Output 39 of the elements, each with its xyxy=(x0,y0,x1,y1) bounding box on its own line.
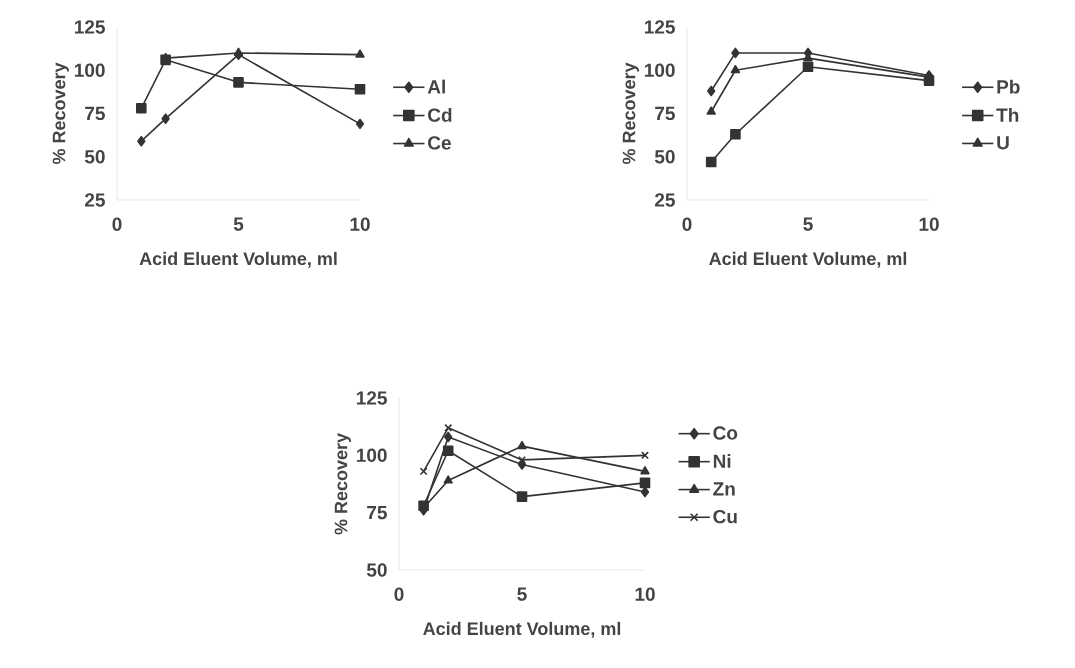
legend-label: Ni xyxy=(713,454,731,468)
x-tick-label: 10 xyxy=(635,587,655,601)
x-axis-title: Acid Eluent Volume, ml xyxy=(423,621,621,638)
legend-label: Th xyxy=(996,107,1019,122)
x-axis-title: Acid Eluent Volume, ml xyxy=(709,251,907,268)
x-tick-label: 5 xyxy=(517,587,527,601)
y-tick-label: 50 xyxy=(84,150,105,164)
x-tick-label: 0 xyxy=(112,217,122,231)
y-tick-label: 100 xyxy=(74,63,105,77)
y-axis-title: % Recovery xyxy=(52,62,69,165)
legend-label: Pb xyxy=(997,79,1020,94)
y-tick-label: 50 xyxy=(654,150,675,164)
y-tick-label: 125 xyxy=(74,20,105,34)
x-tick-label: 5 xyxy=(233,217,244,231)
legend-label: Cu xyxy=(713,509,737,524)
legend-label: Ce xyxy=(428,136,451,150)
y-tick-label: 100 xyxy=(356,448,387,463)
y-tick-label: 125 xyxy=(644,20,675,34)
y-tick-label: 25 xyxy=(85,193,105,207)
x-tick-label: 0 xyxy=(394,587,404,601)
legend-label: Al xyxy=(427,79,445,94)
legend-label: Cd xyxy=(428,107,452,122)
y-tick-label: 100 xyxy=(644,63,675,77)
y-tick-label: 75 xyxy=(655,106,675,121)
y-axis-title: % Recovery xyxy=(622,62,639,165)
legend-label: Zn xyxy=(713,482,735,496)
y-tick-label: 25 xyxy=(655,193,675,207)
y-tick-label: 75 xyxy=(85,106,105,121)
y-tick-label: 125 xyxy=(356,391,387,405)
y-tick-label: 75 xyxy=(367,506,387,520)
x-tick-label: 10 xyxy=(919,217,939,231)
x-tick-label: 0 xyxy=(682,217,692,231)
x-tick-label: 10 xyxy=(350,217,370,231)
x-tick-label: 5 xyxy=(803,217,813,231)
x-axis-title: Acid Eluent Volume, ml xyxy=(139,251,337,268)
y-tick-label: 50 xyxy=(366,563,387,577)
legend-label: Co xyxy=(713,426,738,440)
legend-label: U xyxy=(997,136,1009,150)
y-axis-title: % Recovery xyxy=(334,433,351,535)
